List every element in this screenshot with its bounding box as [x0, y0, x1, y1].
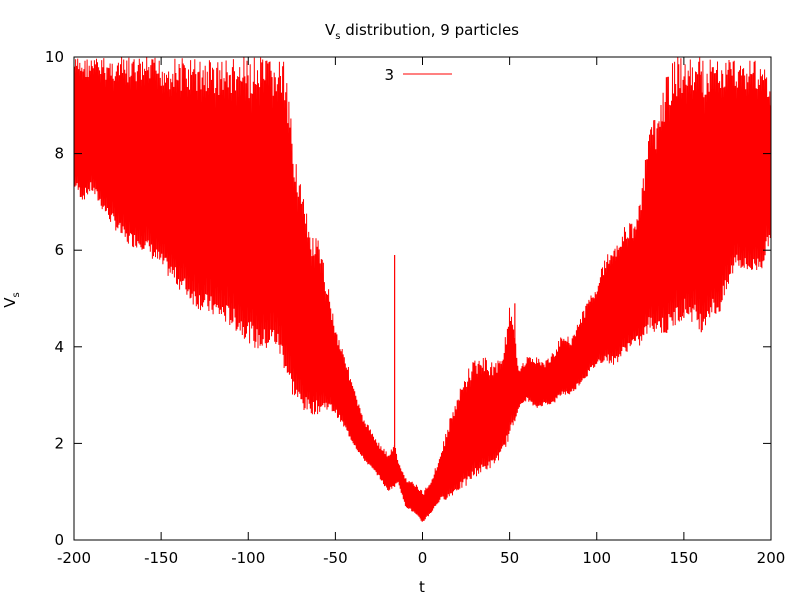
series-line-3	[74, 57, 771, 522]
legend: 3	[384, 66, 452, 84]
data-layer	[74, 57, 771, 522]
y-tick-label: 2	[54, 434, 64, 452]
x-tick-label: -50	[323, 549, 348, 567]
chart-title: Vs distribution, 9 particles	[325, 21, 519, 42]
x-tick-label: 50	[500, 549, 519, 567]
x-axis-label: t	[419, 578, 425, 596]
y-tick-label: 10	[45, 48, 64, 66]
y-tick-label: 0	[54, 531, 64, 549]
legend-label: 3	[384, 66, 394, 84]
y-tick-label: 8	[54, 145, 64, 163]
y-axis-label: Vs	[1, 292, 22, 307]
x-tick-label: 200	[757, 549, 786, 567]
x-tick-label: 100	[582, 549, 611, 567]
y-tick-label: 4	[54, 338, 64, 356]
x-tick-label: 150	[670, 549, 699, 567]
x-tick-label: -150	[144, 549, 178, 567]
x-tick-label: -200	[57, 549, 91, 567]
x-tick-label: -100	[231, 549, 265, 567]
y-tick-label: 6	[54, 241, 64, 259]
x-tick-label: 0	[418, 549, 428, 567]
axis-ticks: -200 -150 -100 -50 0 50 100 150 200 0 2 4 6 8 10	[45, 48, 785, 567]
